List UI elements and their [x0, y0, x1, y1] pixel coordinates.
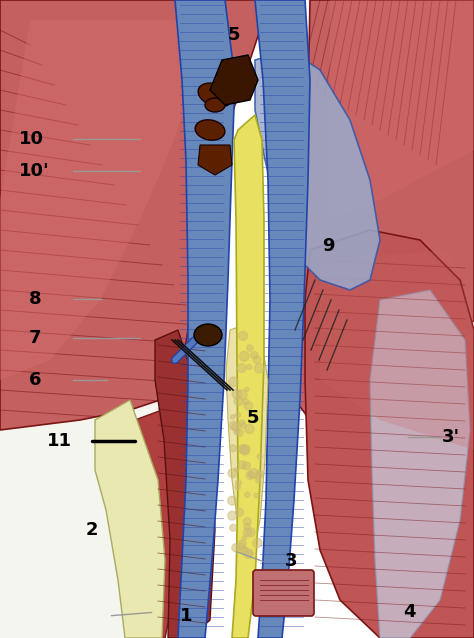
- Circle shape: [231, 415, 235, 419]
- Circle shape: [245, 492, 250, 498]
- Polygon shape: [0, 20, 200, 380]
- Circle shape: [240, 547, 247, 554]
- Text: 10': 10': [19, 162, 50, 180]
- Circle shape: [229, 421, 238, 430]
- Circle shape: [246, 364, 252, 369]
- Circle shape: [228, 469, 237, 478]
- Circle shape: [246, 471, 254, 479]
- Circle shape: [232, 544, 240, 552]
- Circle shape: [228, 511, 237, 520]
- FancyBboxPatch shape: [253, 570, 314, 616]
- Circle shape: [235, 485, 240, 490]
- Circle shape: [229, 377, 238, 387]
- Polygon shape: [305, 230, 474, 638]
- Polygon shape: [132, 410, 178, 638]
- Polygon shape: [290, 0, 474, 420]
- Polygon shape: [210, 55, 258, 105]
- Circle shape: [237, 390, 247, 399]
- Circle shape: [234, 429, 239, 434]
- Circle shape: [257, 454, 263, 459]
- Circle shape: [256, 470, 263, 477]
- Circle shape: [248, 468, 258, 478]
- Circle shape: [237, 364, 246, 373]
- Circle shape: [242, 462, 250, 470]
- Circle shape: [243, 517, 251, 525]
- Text: 5: 5: [246, 409, 259, 427]
- Polygon shape: [155, 330, 215, 638]
- Circle shape: [245, 387, 249, 392]
- Circle shape: [246, 528, 255, 537]
- Circle shape: [248, 550, 253, 555]
- Circle shape: [236, 480, 241, 486]
- Circle shape: [254, 493, 259, 498]
- Text: 11: 11: [47, 433, 73, 450]
- Text: 3': 3': [442, 428, 460, 446]
- Ellipse shape: [195, 120, 225, 140]
- Text: 10: 10: [19, 130, 44, 148]
- Circle shape: [238, 461, 246, 469]
- Text: 4: 4: [403, 604, 415, 621]
- Circle shape: [244, 528, 252, 537]
- Text: 1: 1: [180, 607, 192, 625]
- Circle shape: [238, 445, 247, 454]
- Circle shape: [228, 496, 237, 505]
- Polygon shape: [175, 0, 235, 638]
- Polygon shape: [198, 145, 232, 175]
- Ellipse shape: [198, 83, 232, 107]
- Polygon shape: [226, 320, 268, 560]
- Circle shape: [256, 478, 261, 483]
- Circle shape: [236, 508, 244, 516]
- Polygon shape: [255, 50, 380, 290]
- Ellipse shape: [205, 98, 225, 112]
- Circle shape: [230, 524, 237, 531]
- Polygon shape: [320, 250, 474, 450]
- Text: 6: 6: [28, 371, 41, 389]
- Circle shape: [236, 429, 243, 436]
- Circle shape: [242, 536, 246, 540]
- Polygon shape: [95, 400, 165, 638]
- Circle shape: [255, 472, 262, 480]
- Polygon shape: [232, 115, 264, 638]
- Circle shape: [230, 445, 237, 452]
- Text: 9: 9: [322, 237, 335, 255]
- Circle shape: [255, 364, 264, 373]
- Circle shape: [239, 420, 245, 426]
- Polygon shape: [330, 0, 474, 220]
- Circle shape: [244, 524, 250, 530]
- Circle shape: [239, 352, 249, 361]
- Circle shape: [238, 543, 245, 550]
- Circle shape: [254, 356, 261, 364]
- Circle shape: [244, 402, 253, 410]
- Circle shape: [241, 423, 246, 428]
- Ellipse shape: [194, 324, 222, 346]
- Circle shape: [247, 345, 253, 351]
- Text: 3: 3: [284, 553, 297, 570]
- Circle shape: [245, 424, 254, 433]
- Circle shape: [239, 540, 246, 547]
- Circle shape: [240, 445, 249, 455]
- Circle shape: [232, 423, 240, 431]
- Circle shape: [232, 389, 241, 399]
- Text: 8: 8: [28, 290, 41, 308]
- Circle shape: [251, 352, 258, 359]
- Polygon shape: [370, 290, 470, 638]
- Polygon shape: [0, 0, 270, 430]
- Text: 7: 7: [28, 329, 41, 347]
- Circle shape: [235, 468, 239, 472]
- Text: 5: 5: [228, 26, 240, 44]
- Circle shape: [234, 396, 243, 406]
- Circle shape: [240, 445, 250, 454]
- Polygon shape: [0, 0, 180, 638]
- Circle shape: [236, 412, 240, 417]
- Polygon shape: [255, 0, 310, 638]
- Circle shape: [238, 331, 247, 340]
- Circle shape: [248, 472, 254, 477]
- Circle shape: [244, 549, 253, 558]
- Text: 2: 2: [85, 521, 98, 538]
- Circle shape: [242, 547, 249, 554]
- Circle shape: [253, 538, 262, 547]
- Circle shape: [243, 399, 249, 404]
